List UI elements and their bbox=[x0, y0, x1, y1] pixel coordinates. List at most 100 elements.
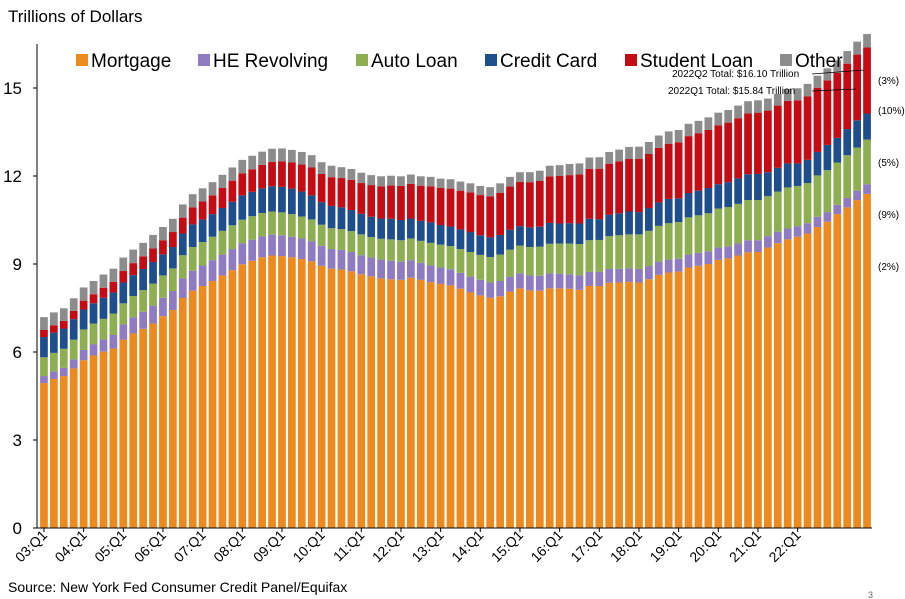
percent-labels: (3%) (10%) (5%) (9%) (2%) bbox=[878, 76, 905, 273]
bar-segment-credit-card bbox=[89, 303, 98, 324]
bar-segment-he-revolving bbox=[486, 282, 495, 298]
bar-segment-student-loan bbox=[664, 143, 673, 199]
bar-segment-he-revolving bbox=[119, 324, 128, 340]
bar-segment-auto-loan bbox=[486, 256, 495, 283]
percent-label: (5%) bbox=[878, 158, 899, 169]
bar-segment-auto-loan bbox=[416, 240, 425, 263]
bar-segment-he-revolving bbox=[555, 273, 564, 289]
bar-segment-credit-card bbox=[198, 219, 207, 242]
bar-segment-credit-card bbox=[40, 337, 48, 358]
x-tick-label: 16:Q1 bbox=[527, 527, 565, 565]
bar-segment-credit-card bbox=[724, 182, 733, 208]
bar-segment-auto-loan bbox=[674, 222, 683, 259]
bar-segment-auto-loan bbox=[198, 242, 207, 266]
bar-segment-mortgage bbox=[466, 292, 475, 528]
bar-segment-he-revolving bbox=[109, 334, 118, 349]
bar-segment-auto-loan bbox=[803, 183, 812, 224]
bar-segment-mortgage bbox=[347, 271, 356, 528]
bar-segment-auto-loan bbox=[139, 290, 147, 312]
bar-segment-mortgage bbox=[327, 268, 336, 528]
bar-segment-he-revolving bbox=[59, 367, 68, 377]
bar-segment-he-revolving bbox=[407, 260, 415, 278]
bar-segment-mortgage bbox=[645, 279, 653, 528]
bar-segment-credit-card bbox=[615, 213, 623, 236]
bar-segment-auto-loan bbox=[268, 211, 276, 235]
bar-segment-credit-card bbox=[843, 129, 852, 156]
bar-segment-other bbox=[178, 204, 187, 218]
bar-segment-credit-card bbox=[545, 222, 554, 244]
bar-segment-he-revolving bbox=[178, 278, 187, 299]
bar-segment-he-revolving bbox=[278, 235, 286, 257]
bar-segment-auto-loan bbox=[288, 214, 296, 237]
bar-segment-auto-loan bbox=[764, 196, 772, 237]
bar-segment-student-loan bbox=[218, 188, 227, 208]
x-tick-label: 14:Q1 bbox=[448, 527, 486, 565]
bar-segment-auto-loan bbox=[585, 240, 594, 272]
legend-label: Student Loan bbox=[640, 51, 753, 72]
bar-segment-auto-loan bbox=[813, 175, 822, 217]
bar-segment-student-loan bbox=[89, 294, 98, 304]
bar-segment-auto-loan bbox=[317, 224, 326, 246]
percent-label: (2%) bbox=[878, 262, 899, 273]
bar-segment-student-loan bbox=[307, 167, 316, 196]
legend-label: Auto Loan bbox=[371, 51, 458, 72]
bar-segment-he-revolving bbox=[208, 260, 217, 282]
bar-segment-credit-card bbox=[129, 275, 138, 296]
bar-segment-student-loan bbox=[367, 185, 376, 217]
bar-segment-mortgage bbox=[654, 274, 663, 528]
bar-segment-other bbox=[446, 179, 455, 189]
bar-segment-student-loan bbox=[555, 176, 564, 224]
bar-segment-other bbox=[327, 165, 336, 178]
bar-segment-other bbox=[704, 117, 713, 130]
bar-segment-he-revolving bbox=[169, 290, 177, 311]
legend-swatch-student-loan bbox=[625, 54, 637, 66]
bar-segment-other bbox=[50, 312, 58, 326]
bar-segment-mortgage bbox=[149, 323, 157, 528]
bar-segment-he-revolving bbox=[198, 265, 207, 286]
bar-segment-student-loan bbox=[674, 142, 683, 199]
bar-segment-student-loan bbox=[407, 183, 415, 219]
bar-segment-credit-card bbox=[347, 210, 356, 232]
bar-segment-auto-loan bbox=[694, 215, 703, 253]
bar-segment-he-revolving bbox=[823, 212, 832, 222]
bar-segment-student-loan bbox=[278, 161, 286, 187]
bar-segment-he-revolving bbox=[773, 231, 782, 244]
bar-segment-he-revolving bbox=[635, 268, 643, 283]
bar-segment-he-revolving bbox=[714, 247, 723, 260]
bar-segment-other bbox=[744, 101, 752, 114]
bar-segment-he-revolving bbox=[535, 275, 544, 291]
bar-segment-other bbox=[664, 131, 673, 144]
bar-segment-mortgage bbox=[139, 328, 147, 528]
bar-segment-student-loan bbox=[516, 181, 524, 227]
bar-segment-student-loan bbox=[69, 310, 78, 320]
bar-segment-student-loan bbox=[139, 256, 147, 269]
bar-segment-other bbox=[387, 175, 395, 186]
bar-segment-auto-loan bbox=[109, 313, 118, 335]
bar-segment-credit-card bbox=[575, 223, 584, 245]
bar-segment-auto-loan bbox=[595, 239, 604, 272]
bar-segment-student-loan bbox=[783, 100, 792, 164]
bar-segment-credit-card bbox=[79, 309, 88, 330]
bar-segment-he-revolving bbox=[704, 251, 713, 264]
bar-segment-mortgage bbox=[188, 290, 197, 528]
bar-segment-credit-card bbox=[297, 191, 306, 217]
bar-segment-auto-loan bbox=[714, 208, 723, 248]
bar-segment-mortgage bbox=[575, 289, 584, 528]
bar-segment-other bbox=[555, 165, 564, 176]
legend-swatch-he-revolving bbox=[198, 54, 210, 66]
bar-segment-student-loan bbox=[476, 195, 485, 236]
bar-segment-other bbox=[159, 227, 167, 241]
bar-segment-credit-card bbox=[595, 219, 604, 240]
bar-segment-other bbox=[694, 120, 703, 134]
bar-segment-other bbox=[486, 187, 495, 197]
bar-segment-credit-card bbox=[238, 195, 247, 220]
bar-segment-credit-card bbox=[555, 223, 564, 244]
bar-segment-other bbox=[248, 155, 257, 170]
bar-segment-he-revolving bbox=[238, 243, 247, 265]
bar-segment-he-revolving bbox=[516, 273, 524, 289]
bar-segment-he-revolving bbox=[337, 249, 346, 270]
bar-segment-credit-card bbox=[397, 220, 405, 241]
legend-swatch-mortgage bbox=[76, 54, 88, 66]
bar-segment-auto-loan bbox=[258, 212, 266, 237]
bar-segment-he-revolving bbox=[625, 268, 633, 282]
